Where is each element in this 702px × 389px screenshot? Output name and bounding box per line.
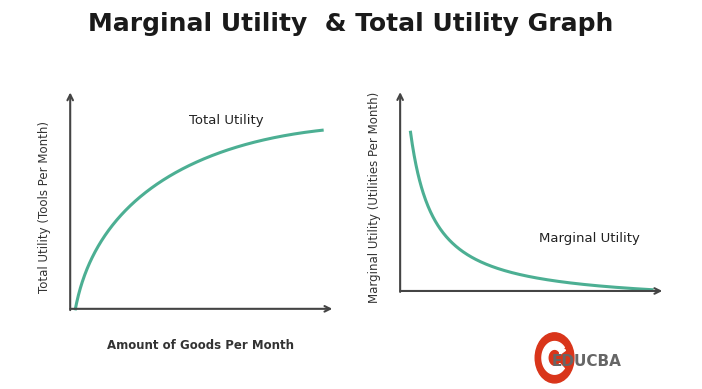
Polygon shape xyxy=(542,342,564,374)
Text: Total Utility: Total Utility xyxy=(189,114,263,126)
Polygon shape xyxy=(559,346,566,355)
Text: Amount of Goods Per Month: Amount of Goods Per Month xyxy=(107,339,293,352)
Text: EDUCBA: EDUCBA xyxy=(551,354,621,369)
Text: Total Utility (Tools Per Month): Total Utility (Tools Per Month) xyxy=(38,121,51,293)
Text: Marginal Utility (Utilities Per Month): Marginal Utility (Utilities Per Month) xyxy=(368,92,380,303)
Circle shape xyxy=(535,333,574,383)
Text: Marginal Utility  & Total Utility Graph: Marginal Utility & Total Utility Graph xyxy=(88,12,614,36)
Text: Marginal Utility: Marginal Utility xyxy=(539,232,640,245)
